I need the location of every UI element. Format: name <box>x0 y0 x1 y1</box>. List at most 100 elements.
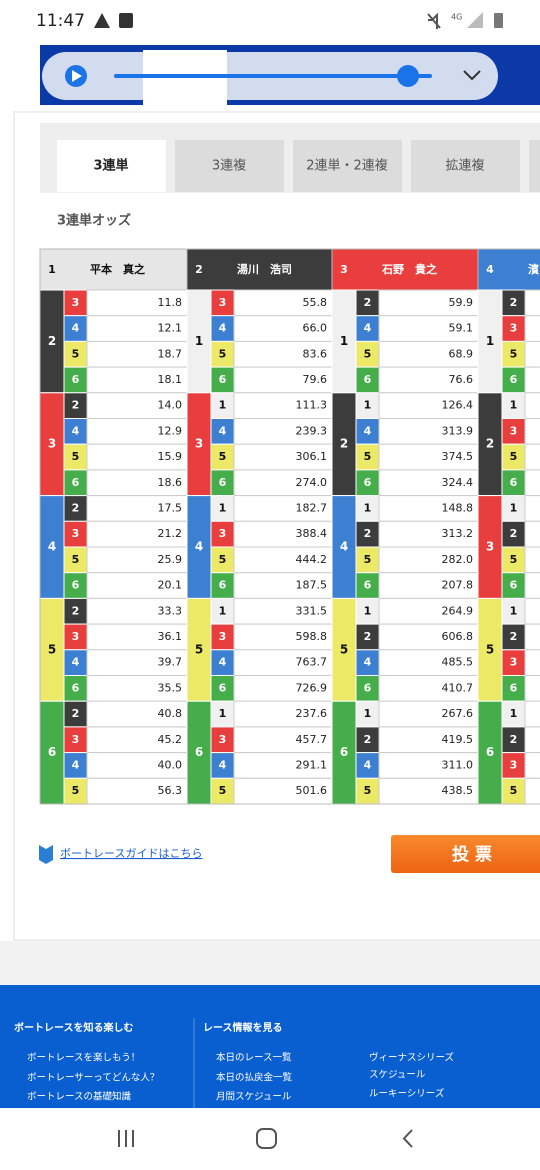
third-number: 1 <box>510 501 518 514</box>
third-number: 3 <box>510 424 518 437</box>
odds-cell <box>524 520 540 548</box>
footer-link[interactable]: ルーキーシリーズ <box>369 1088 445 1100</box>
tab[interactable] <box>411 140 520 192</box>
odds: 444.2 <box>296 553 328 566</box>
footer-link[interactable]: ヴィーナスシリーズ <box>369 1052 455 1064</box>
odds: 76.6 <box>449 373 474 386</box>
third-number: 4 <box>72 758 80 771</box>
odds-cell <box>233 520 333 548</box>
third-number: 5 <box>510 553 518 566</box>
odds-cell <box>233 726 333 754</box>
odds: 45.2 <box>158 733 183 746</box>
second-number: 2 <box>48 334 56 348</box>
home-button[interactable] <box>256 1128 277 1149</box>
odds: 79.6 <box>303 373 328 386</box>
third-number: 6 <box>72 476 80 489</box>
odds: 313.9 <box>442 424 474 437</box>
collapse-icon[interactable] <box>463 70 481 81</box>
odds-cell <box>86 340 188 368</box>
odds-cell <box>233 546 333 574</box>
odds-cell <box>524 315 540 342</box>
third-number: 2 <box>72 604 80 617</box>
third-number: 1 <box>364 707 372 720</box>
odds: 237.6 <box>296 707 328 720</box>
footer-link[interactable]: ボートレースを楽しもう！ <box>27 1052 140 1064</box>
tab[interactable] <box>529 140 540 192</box>
odds: 40.8 <box>158 707 183 720</box>
third-number: 2 <box>510 630 518 643</box>
odds-cell <box>86 366 188 394</box>
header-number: 3 <box>340 263 348 276</box>
odds: 56.3 <box>158 784 183 797</box>
header-name: 平本 真之 <box>90 262 145 276</box>
third-number: 3 <box>72 733 80 746</box>
footer-link[interactable]: スケジュール <box>369 1070 426 1081</box>
third-number: 4 <box>219 758 227 771</box>
third-number: 5 <box>364 784 372 797</box>
odds-cell <box>378 649 479 676</box>
odds: 111.3 <box>296 399 328 412</box>
battery-icon <box>494 13 503 28</box>
footer-link[interactable]: 本日の払戻金一覧 <box>216 1072 293 1084</box>
third-number: 5 <box>72 553 80 566</box>
third-number: 4 <box>219 322 227 335</box>
tab[interactable] <box>175 140 284 192</box>
odds: 306.1 <box>296 450 328 463</box>
third-number: 1 <box>510 707 518 720</box>
header-number: 4 <box>486 263 494 276</box>
footer-link[interactable]: ボートレースの基礎知識 <box>27 1091 132 1103</box>
third-number: 6 <box>364 476 372 489</box>
signal-icon <box>467 12 483 28</box>
third-number: 1 <box>364 399 372 412</box>
odds-cell <box>86 752 188 779</box>
vote-button-label: 投 票 <box>452 844 492 865</box>
third-number: 4 <box>72 322 80 335</box>
table-border <box>39 248 540 805</box>
third-number: 2 <box>364 733 372 746</box>
footer-link[interactable]: 月間スケジュール <box>216 1092 292 1103</box>
odds: 239.3 <box>296 424 328 437</box>
third-number: 6 <box>219 579 227 592</box>
odds-cell <box>524 572 540 599</box>
footer-link[interactable]: ボートレーサーってどんな人？ <box>27 1073 159 1084</box>
odds-cell <box>524 289 540 317</box>
third-number: 1 <box>510 399 518 412</box>
odds: 25.9 <box>158 553 183 566</box>
odds-cell <box>86 675 188 702</box>
seek-knob[interactable] <box>397 65 419 87</box>
odds: 763.7 <box>296 656 328 669</box>
odds-cell <box>86 597 188 625</box>
third-number: 3 <box>219 296 227 309</box>
third-number: 5 <box>510 347 518 360</box>
third-number: 4 <box>364 322 372 335</box>
second-cell <box>39 495 65 599</box>
odds: 267.6 <box>442 707 474 720</box>
third-number: 1 <box>219 399 227 412</box>
back-button[interactable] <box>402 1129 413 1148</box>
vote-button[interactable] <box>391 835 540 873</box>
header-number: 2 <box>195 263 203 276</box>
odds-cell <box>86 418 188 445</box>
odds-cell <box>524 418 540 445</box>
guide-link[interactable]: ボートレースガイドはこちら <box>60 847 202 860</box>
odds: 182.7 <box>296 501 328 514</box>
odds-cell <box>378 700 479 728</box>
tab-label: 2連単・2連複 <box>306 158 388 174</box>
third-number: 4 <box>364 758 372 771</box>
footer-link[interactable]: 本日のレース一覧 <box>216 1052 292 1064</box>
tab[interactable] <box>57 140 166 192</box>
second-cell <box>331 392 357 497</box>
recents-button[interactable] <box>118 1130 134 1147</box>
odds-cell <box>233 597 333 625</box>
odds: 419.5 <box>442 733 474 746</box>
tab[interactable] <box>293 140 402 192</box>
odds: 324.4 <box>442 476 474 489</box>
odds-cell <box>86 700 188 728</box>
second-cell <box>477 289 503 394</box>
odds: 485.5 <box>442 656 474 669</box>
warning-icon <box>94 13 110 28</box>
second-number: 1 <box>195 334 203 348</box>
third-number: 6 <box>510 681 518 694</box>
footer-heading: レース情報を見る <box>203 1021 283 1034</box>
